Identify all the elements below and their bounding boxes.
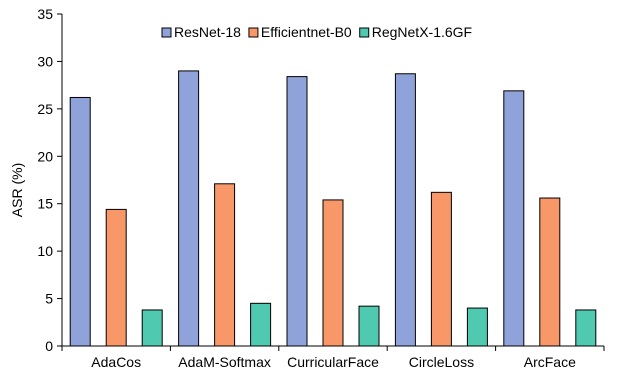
legend-label: Efficientnet-B0 xyxy=(261,24,352,40)
bar xyxy=(286,76,308,347)
y-tick-label: 25 xyxy=(37,101,53,117)
x-tick-label: CurricularFace xyxy=(287,354,379,370)
bar xyxy=(575,309,597,347)
x-axis-ticks: AdaCos AdaM-Softmax CurricularFace CircleLo… xyxy=(61,346,605,370)
bar xyxy=(178,70,200,347)
x-tick-label: ArcFace xyxy=(524,354,576,370)
y-axis-label: ASR (%) xyxy=(9,163,25,217)
x-tick-label: AdaM-Softmax xyxy=(178,354,271,370)
y-tick-label: 15 xyxy=(37,196,53,212)
x-tick-label: AdaCos xyxy=(91,354,141,370)
bar xyxy=(105,208,127,347)
y-tick-label: 0 xyxy=(45,338,53,354)
y-axis-ticks: 0 5 10 15 20 25 30 35 xyxy=(37,6,62,354)
legend: ResNet-18 Efficientnet-B0 RegNetX-1.6GF xyxy=(161,24,472,40)
y-tick-label: 30 xyxy=(37,53,53,69)
legend-swatch xyxy=(248,27,259,38)
legend-label: RegNetX-1.6GF xyxy=(372,24,472,40)
bar xyxy=(141,309,163,347)
bar-groups xyxy=(69,70,597,347)
y-tick-label: 5 xyxy=(45,291,53,307)
bar xyxy=(394,73,416,347)
legend-swatch xyxy=(161,27,172,38)
bar xyxy=(322,199,344,347)
y-tick-label: 20 xyxy=(37,148,53,164)
bar xyxy=(250,302,272,347)
bar xyxy=(466,307,488,347)
bar xyxy=(503,90,525,347)
y-tick-label: 10 xyxy=(37,243,53,259)
bar xyxy=(214,183,236,347)
bar xyxy=(539,197,561,347)
legend-swatch xyxy=(359,27,370,38)
legend-label: ResNet-18 xyxy=(174,24,241,40)
y-tick-label: 35 xyxy=(37,6,53,22)
x-tick-label: CircleLoss xyxy=(409,354,474,370)
bar xyxy=(430,191,452,347)
bar xyxy=(358,305,380,347)
bar xyxy=(69,96,91,347)
